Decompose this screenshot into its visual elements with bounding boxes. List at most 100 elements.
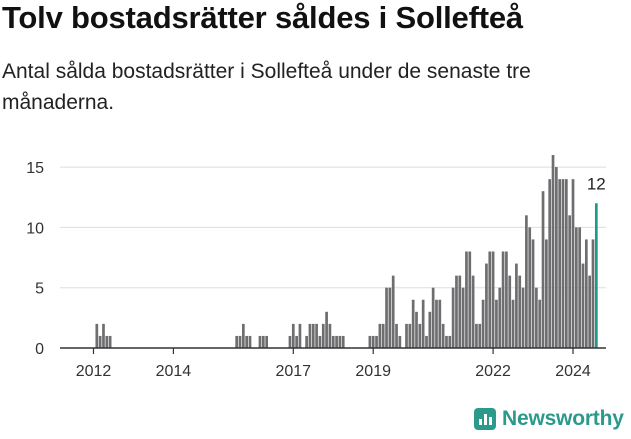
bar: [291, 323, 295, 348]
x-tick-label: 2012: [76, 363, 112, 380]
bar: [265, 335, 268, 348]
bar: [235, 335, 239, 348]
bar: [411, 299, 415, 348]
bar: [565, 179, 568, 348]
y-tick-label: 10: [26, 220, 44, 237]
bar: [258, 335, 262, 348]
bar: [501, 251, 505, 348]
bar: [435, 299, 438, 348]
bar: [388, 287, 392, 348]
bar: [368, 335, 372, 348]
bar: [425, 335, 428, 348]
bar: [371, 335, 375, 348]
y-tick-label: 5: [35, 281, 44, 298]
bar: [248, 335, 252, 348]
bar: [478, 323, 482, 348]
bar: [561, 179, 565, 348]
bar: [588, 275, 592, 348]
bar: [418, 323, 422, 348]
bar: [541, 191, 545, 348]
bar: [538, 299, 542, 348]
bar: [102, 323, 105, 348]
bar: [391, 275, 395, 348]
bar: [445, 335, 448, 348]
bar: [531, 239, 535, 348]
bar: [458, 275, 462, 348]
bar: [108, 335, 112, 348]
bar: [431, 287, 435, 348]
highlight-value-label: 12: [587, 174, 606, 193]
bar-chart-logo-icon: [474, 408, 496, 430]
bar: [545, 239, 548, 348]
bar: [455, 275, 458, 348]
bar: [571, 179, 575, 348]
bar: [288, 335, 292, 348]
bar: [471, 275, 475, 348]
bar: [438, 299, 442, 348]
bar: [295, 335, 298, 348]
x-tick-label: 2019: [355, 363, 391, 380]
bar: [408, 323, 412, 348]
highlight-bar: [594, 203, 598, 348]
bar: [535, 287, 538, 348]
newsworthy-logo: Newsworthy: [474, 407, 624, 431]
brand-name: Newsworthy: [502, 407, 624, 430]
bar: [468, 251, 472, 348]
bar: [485, 263, 488, 348]
bar: [508, 275, 512, 348]
bar: [451, 287, 455, 348]
bar: [405, 323, 408, 348]
bar-chart: 0 5 10 15 2012 2014 2017 2019 2022 2024 12: [26, 155, 606, 380]
x-tick-label: 2024: [555, 363, 591, 380]
bar: [415, 311, 418, 348]
x-tick-label: 2022: [475, 363, 511, 380]
bar: [238, 335, 242, 348]
bar: [491, 251, 495, 348]
bar: [591, 239, 595, 348]
bar: [341, 335, 345, 348]
chart-title: Tolv bostadsrätter såldes i Sollefteå: [2, 0, 523, 35]
bar: [95, 323, 99, 348]
bar: [245, 335, 249, 348]
bar: [505, 251, 508, 348]
bar: [475, 323, 478, 348]
bar: [528, 227, 532, 348]
y-tick-label: 15: [26, 160, 44, 177]
bar: [488, 251, 492, 348]
bar: [568, 215, 572, 348]
chart-subtitle: Antal sålda bostadsrätter i Sollefteå un…: [2, 60, 531, 114]
bar: [241, 323, 245, 348]
bar: [518, 275, 522, 348]
bar: [555, 167, 558, 348]
bar: [375, 335, 378, 348]
bar: [308, 323, 312, 348]
bar: [521, 287, 525, 348]
bar: [321, 323, 325, 348]
bar: [578, 227, 582, 348]
y-tick-label: 0: [35, 341, 44, 358]
x-tick-label: 2017: [275, 363, 311, 380]
bar: [498, 287, 502, 348]
x-tick-label: 2014: [156, 363, 192, 380]
bar: [441, 323, 445, 348]
bar: [331, 335, 335, 348]
bar: [581, 263, 585, 348]
bar: [428, 311, 432, 348]
bar: [305, 335, 308, 348]
bar: [481, 299, 485, 348]
bar: [318, 335, 322, 348]
bar: [315, 323, 318, 348]
bar: [381, 323, 385, 348]
bar: [338, 335, 342, 348]
bar: [515, 263, 518, 348]
bar: [461, 287, 465, 348]
bar: [335, 335, 338, 348]
bar: [421, 299, 425, 348]
bar: [558, 179, 562, 348]
bar: [465, 251, 468, 348]
bar: [548, 179, 552, 348]
bar: [525, 215, 528, 348]
bar: [98, 335, 102, 348]
bar: [385, 287, 388, 348]
bar: [298, 323, 302, 348]
